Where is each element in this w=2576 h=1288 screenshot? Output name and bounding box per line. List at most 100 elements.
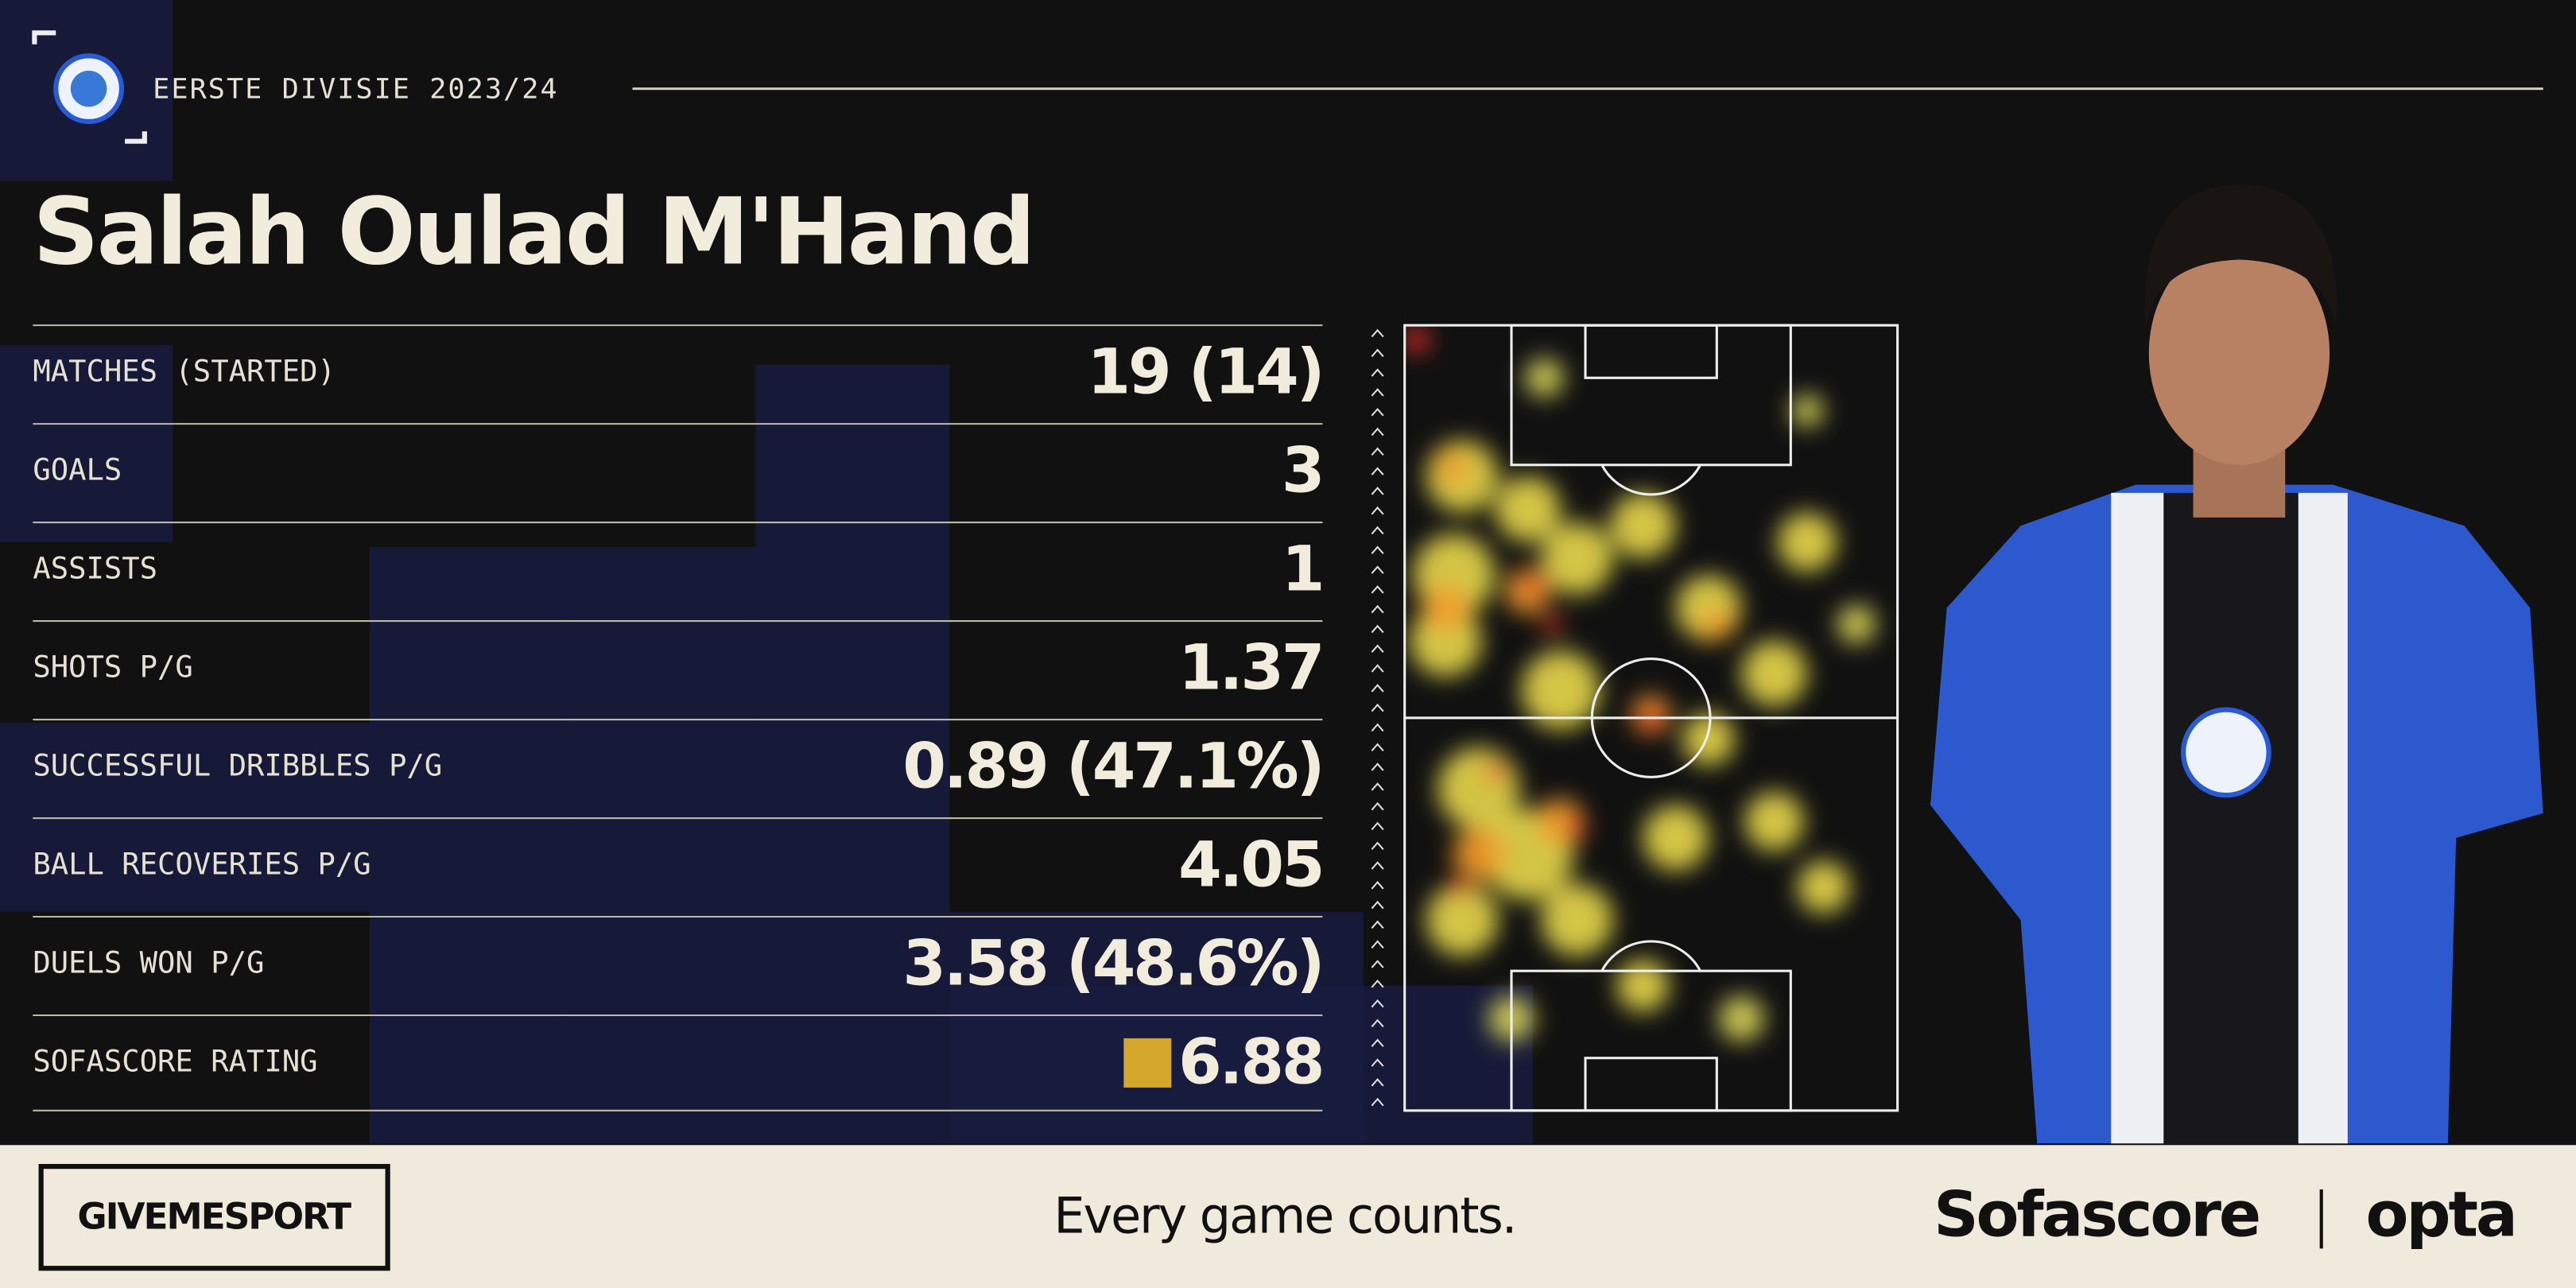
league: EERSTE DIVISIE 2023/24 (153, 73, 558, 106)
bg-block (561, 547, 756, 1144)
direction-chevron (1371, 900, 1384, 910)
heat-blob (1521, 650, 1600, 730)
direction-chevron (1371, 368, 1384, 377)
brand: GIVEMESPORT (77, 1196, 351, 1238)
heat-blob (1542, 614, 1563, 634)
penalty-arc (1600, 940, 1702, 972)
stat-value: 1.37 (1178, 631, 1322, 704)
direction-chevron (1371, 723, 1384, 732)
direction-chevron (1371, 762, 1384, 771)
heat-blob (1437, 452, 1471, 485)
direction-chevron (1371, 1058, 1384, 1067)
heat-blob (1526, 573, 1546, 593)
heat-blob (1504, 568, 1551, 615)
direction-chevron (1371, 782, 1384, 791)
stat-value: 19 (14) (1087, 336, 1322, 409)
heat-blob (1422, 584, 1469, 631)
direction-chevron (1371, 1097, 1384, 1107)
direction-chevron (1371, 348, 1384, 358)
heat-blob (1567, 820, 1588, 840)
heat-blob (1426, 883, 1499, 956)
direction-chevron (1371, 545, 1384, 555)
direction-chevron (1371, 920, 1384, 929)
heat-blob (1449, 877, 1469, 898)
direction-chevron (1371, 624, 1384, 634)
footer (0, 1145, 2576, 1288)
direction-chevron (1371, 821, 1384, 831)
content: MATCHES (STARTED) 19 (14) GOALS 3 ASSISTS 1 SH… (32, 30, 2543, 1252)
stat-value: 0.89 (47.1%) (902, 730, 1322, 803)
stat-label: SOFASCORE RATING (33, 1043, 317, 1078)
stat-value: 4.05 (1178, 828, 1322, 902)
direction-chevron (1371, 1018, 1384, 1028)
direction-chevron (1371, 526, 1384, 535)
direction-chevron (1371, 801, 1384, 811)
heat-blob (1777, 512, 1837, 572)
direction-chevron (1371, 644, 1384, 654)
heat-blob (1837, 604, 1876, 644)
direction-chevron (1371, 427, 1384, 436)
corner-bracket (32, 30, 56, 45)
direction-chevron (1371, 585, 1384, 594)
shirt-stripe (2298, 492, 2348, 1144)
heat-blob (1718, 995, 1765, 1042)
heat-blob (1616, 959, 1670, 1012)
player-head (2148, 241, 2330, 465)
corner-bracket (125, 131, 147, 144)
tagline: Every game counts. (1053, 1186, 1515, 1244)
direction-chevron (1371, 565, 1384, 574)
direction-chevron (1371, 1078, 1384, 1087)
direction-chevron (1371, 861, 1384, 870)
heat-blob (1409, 604, 1482, 677)
heat-blob (1700, 607, 1733, 641)
direction-chevron (1371, 999, 1384, 1008)
direction-chevron (1371, 447, 1384, 456)
bg-block (0, 344, 173, 542)
heat-blob (1790, 394, 1824, 428)
heat-blob (1524, 358, 1565, 398)
heat-blob (1495, 476, 1562, 542)
heat-blob (1610, 492, 1676, 559)
heat-blob (1741, 640, 1807, 707)
heat-blob (1682, 712, 1736, 766)
direction-chevron (1371, 467, 1384, 475)
goal-box (1584, 324, 1718, 379)
stat-label: SUCCESSFUL DRIBBLES P/G (33, 747, 442, 782)
player-name: Salah Oulad M'Hand (33, 179, 1033, 285)
heat-blob (1797, 860, 1850, 914)
direction-chevron (1371, 328, 1384, 338)
shirt-stripe (2111, 492, 2164, 1144)
direction-chevron (1371, 703, 1384, 712)
centre-circle (1590, 658, 1712, 778)
player-hair (2144, 184, 2337, 329)
direction-chevron (1371, 487, 1384, 495)
goal-box (1584, 1057, 1718, 1112)
stat-value: 6.88 (1178, 1026, 1322, 1099)
heat-blob (1404, 327, 1430, 354)
direction-chevron (1371, 506, 1384, 515)
stat-label: MATCHES (STARTED) (33, 354, 336, 389)
brand-box (38, 1163, 390, 1271)
rating-badge (1123, 1038, 1172, 1088)
stat-label: SHOTS P/G (33, 649, 193, 684)
heat-blob (1452, 828, 1505, 881)
direction-chevron (1371, 604, 1384, 614)
heatmap (1404, 327, 1876, 1042)
shirt-badge (2181, 707, 2271, 798)
direction-chevron (1371, 407, 1384, 417)
heat-blob (1541, 522, 1614, 596)
direction-chevron (1371, 1038, 1384, 1047)
partner-sofascore: Sofascore (1934, 1178, 2259, 1251)
shirt-stripe (2163, 492, 2299, 1144)
direction-chevron (1371, 881, 1384, 890)
direction-chevron (1371, 388, 1384, 397)
direction-chevron (1371, 940, 1384, 949)
heat-blob (1484, 762, 1505, 782)
direction-chevron (1371, 684, 1384, 692)
partner-opta: opta (2366, 1178, 2516, 1251)
heat-blob (1643, 805, 1709, 871)
stat-value: 3.58 (48.6%) (902, 927, 1322, 1000)
bg-block (755, 364, 950, 1144)
